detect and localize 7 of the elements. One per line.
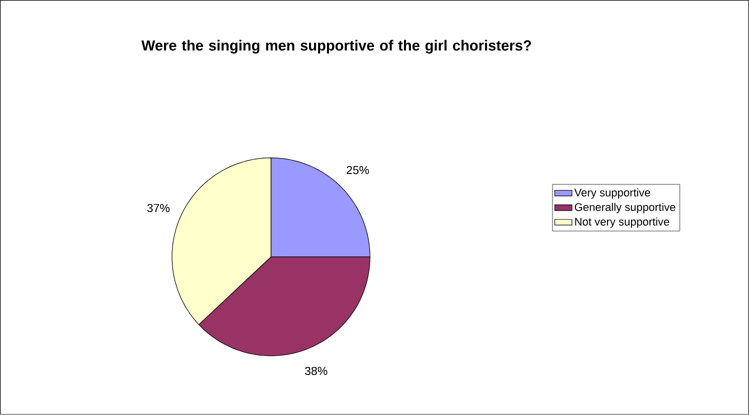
data-label: 37% [147, 204, 170, 212]
legend-label: Not very supportive [575, 218, 670, 228]
legend-label: Very supportive [574, 188, 650, 199]
data-label: 25% [346, 166, 369, 174]
chart-title: Were the singing men supportive of the girl choristers? [141, 40, 532, 54]
legend-label: Generally supportive [574, 203, 676, 214]
data-label: 38% [304, 367, 328, 376]
